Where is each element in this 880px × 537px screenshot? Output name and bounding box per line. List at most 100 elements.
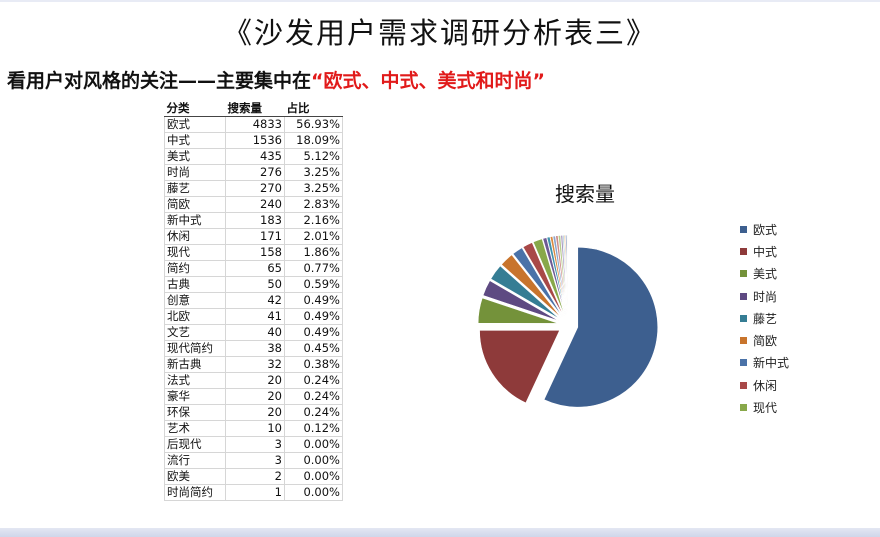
cell-percent: 0.24% [284,388,343,405]
pie-slice [482,280,560,322]
cell-percent: 0.45% [284,340,343,357]
subtitle-highlight: “欧式、中式、美式和时尚” [311,70,545,92]
cell-count: 158 [225,244,285,261]
legend-label: 新中式 [753,356,790,371]
cell-percent: 2.01% [284,228,343,245]
pie-slice [490,265,561,320]
legend-item: 休闲 [740,374,789,396]
cell-percent: 3.25% [284,180,343,197]
table-header-row: 分类 搜索量 占比 [164,101,343,117]
bottom-border [0,528,880,537]
legend-swatch [740,381,747,389]
legend-swatch [740,337,747,345]
legend-swatch [740,404,747,412]
legend-swatch [740,359,747,367]
cell-percent: 0.59% [284,276,343,293]
legend-item: 中式 [740,240,789,262]
subtitle-main: 看用户对风格的关注——主要集中在 [7,70,312,92]
cell-percent: 2.83% [284,196,343,213]
cell-count: 276 [225,164,285,181]
legend-label: 藤艺 [753,311,778,326]
legend-item: 简欧 [740,329,789,351]
cell-percent: 0.49% [284,324,343,341]
pie-slice [477,297,559,324]
cell-percent: 0.00% [284,452,343,469]
cell-count: 20 [225,372,285,389]
table-row: 现代简约 38 0.45% [164,340,343,357]
legend-item: 藤艺 [740,307,789,329]
legend-swatch [740,225,747,233]
table-row: 流行 3 0.00% [164,452,343,469]
cell-percent: 0.00% [284,468,343,485]
cell-count: 20 [225,404,285,421]
cell-count: 42 [225,292,285,309]
table-row: 创意 42 0.49% [164,292,343,309]
cell-category: 休闲 [164,228,226,245]
cell-percent: 0.38% [284,356,343,373]
cell-percent: 2.16% [284,212,343,229]
cell-category: 文艺 [164,324,226,341]
table-row: 新中式 183 2.16% [164,212,343,229]
legend-item: 美式 [740,263,789,285]
legend-item: 欧式 [740,218,789,240]
cell-count: 3 [225,436,285,453]
legend-item: 时尚 [740,285,789,307]
cell-count: 1 [225,484,285,501]
cell-category: 简约 [164,260,226,277]
legend-swatch [740,270,747,278]
table-row: 时尚简约 1 0.00% [164,484,343,501]
table-row: 艺术 10 0.12% [164,420,343,437]
cell-count: 1536 [225,132,285,149]
table-row: 休闲 171 2.01% [164,228,343,245]
legend-swatch [740,314,747,322]
cell-percent: 18.09% [284,132,343,149]
cell-count: 183 [225,212,285,229]
header-count: 搜索量 [225,101,285,117]
cell-percent: 0.00% [284,436,343,453]
cell-percent: 0.77% [284,260,343,277]
cell-percent: 5.12% [284,148,343,165]
pie-chart [477,234,659,408]
cell-percent: 56.93% [284,116,343,133]
cell-category: 美式 [164,148,226,165]
legend-label: 现代 [753,401,778,416]
table-row: 古典 50 0.59% [164,276,343,293]
page-subtitle: 看用户对风格的关注——主要集中在“欧式、中式、美式和时尚” [7,66,545,93]
cell-count: 3 [225,452,285,469]
table-row: 环保 20 0.24% [164,404,343,421]
pie-slice [546,236,567,316]
cell-count: 171 [225,228,285,245]
pie-slice [532,238,565,316]
chart-legend: 欧式 中式 美式时尚藤艺简欧新中式休闲现代 [740,218,789,419]
legend-swatch [740,292,747,300]
table-row: 豪华 20 0.24% [164,388,343,405]
top-border [0,0,880,2]
table-row: 现代 158 1.86% [164,244,343,261]
pie-slice [512,247,563,317]
cell-category: 后现代 [164,436,226,453]
cell-category: 欧美 [164,468,226,485]
cell-count: 20 [225,388,285,405]
legend-label: 简欧 [753,334,778,349]
cell-category: 现代简约 [164,340,226,357]
legend-label: 休闲 [753,378,778,393]
table-body: 欧式 4833 56.93% 中式 1536 18.09% 美式 435 5.12% 时尚 276 3… [164,116,343,501]
cell-category: 古典 [164,276,226,293]
table-row: 美式 435 5.12% [164,148,343,165]
header-percent: 占比 [284,101,343,117]
pie-slice [522,242,564,317]
legend-label: 时尚 [753,289,778,304]
cell-count: 270 [225,180,285,197]
cell-category: 时尚 [164,164,226,181]
legend-item: 新中式 [740,352,789,374]
cell-category: 豪华 [164,388,226,405]
cell-category: 创意 [164,292,226,309]
legend-item: 现代 [740,396,789,418]
cell-count: 2 [225,468,285,485]
cell-category: 北欧 [164,308,226,325]
cell-percent: 0.00% [284,484,343,501]
table-row: 北欧 41 0.49% [164,308,343,325]
cell-count: 50 [225,276,285,293]
cell-percent: 3.25% [284,164,343,181]
cell-count: 65 [225,260,285,277]
